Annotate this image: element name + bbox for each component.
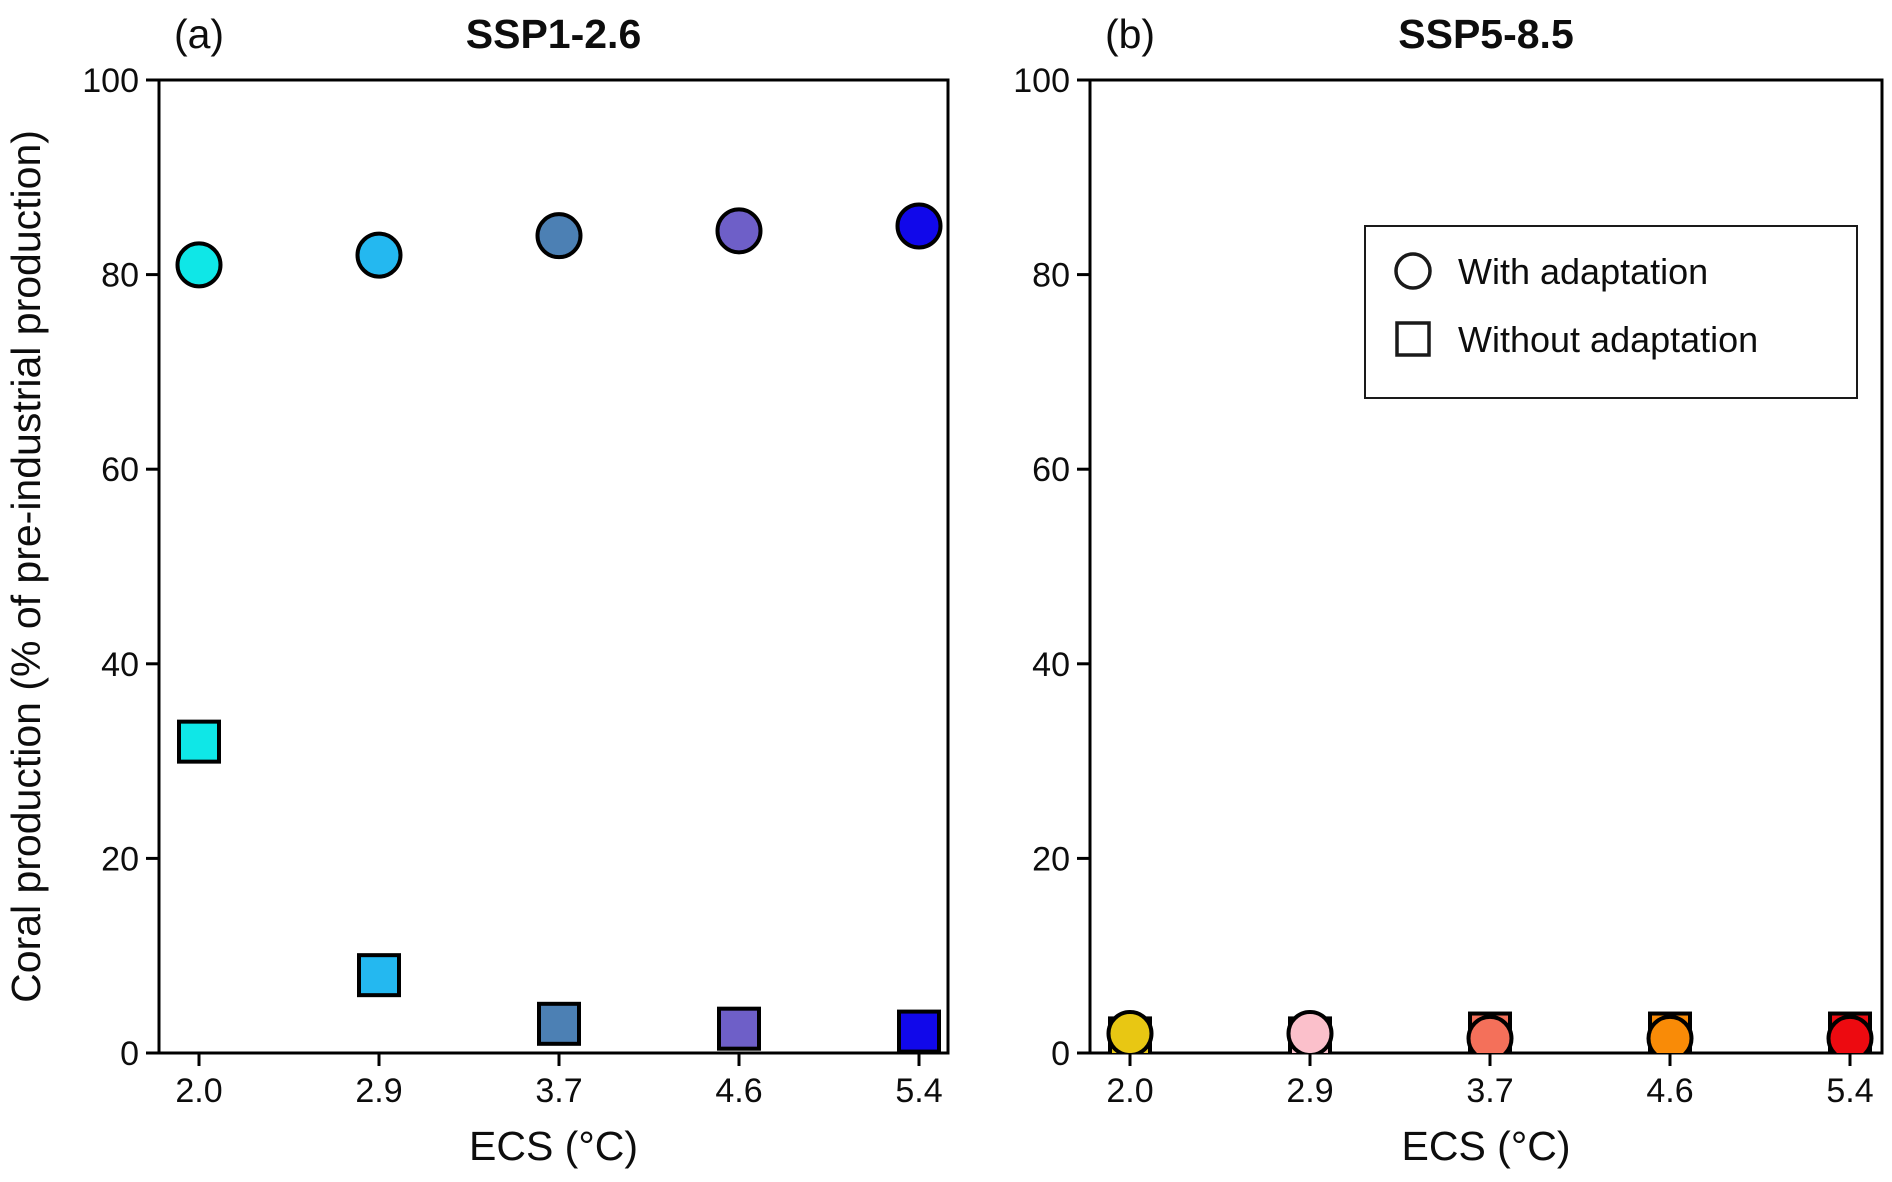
- panel-b-title: SSP5-8.5: [1398, 11, 1574, 57]
- panel-b-data-points: [1106, 1010, 1874, 1053]
- panel-a-x-tick-label: 2.9: [355, 1072, 402, 1110]
- panel-a-x-tick-label: 4.6: [715, 1072, 762, 1110]
- panel-a-y-tick-label: 100: [82, 62, 139, 100]
- panel-b-y-tick-label: 100: [1013, 62, 1070, 100]
- circle-marker-with-adaptation: [1286, 1010, 1334, 1053]
- panel-a-x-tick-label: 5.4: [895, 1072, 942, 1110]
- panel-b-x-tick-label: 2.0: [1106, 1072, 1153, 1110]
- square-marker-without-adaptation: [537, 1001, 581, 1046]
- panel-b-y-tick-label: 80: [1032, 257, 1070, 295]
- legend-square-icon: [1395, 321, 1431, 357]
- panel-a-y-tick-label: 80: [101, 257, 139, 295]
- panel-a-title: SSP1-2.6: [466, 11, 642, 57]
- panel-b-y-tick-label: 0: [1051, 1035, 1070, 1073]
- circle-marker-with-adaptation: [1466, 1014, 1514, 1053]
- legend-circle-icon: [1394, 252, 1432, 290]
- panel-b-x-tick-label: 2.9: [1286, 1072, 1333, 1110]
- circle-marker-with-adaptation: [715, 207, 763, 255]
- panel-b-letter: (b): [1105, 11, 1155, 57]
- panel-b-x-tick-label: 3.7: [1466, 1072, 1513, 1110]
- square-marker-without-adaptation: [897, 1009, 941, 1053]
- circle-marker-with-adaptation: [1826, 1014, 1874, 1053]
- panel-b-x-tick-label: 4.6: [1646, 1072, 1693, 1110]
- circle-marker-with-adaptation: [895, 202, 943, 250]
- circle-marker-with-adaptation: [175, 241, 223, 289]
- legend-box: [1364, 225, 1858, 399]
- circle-marker-with-adaptation: [1646, 1014, 1694, 1053]
- panel-a-axes-frame: [157, 78, 950, 1055]
- panel-b-y-tick-label: 60: [1032, 451, 1070, 489]
- panel-b-x-axis-label: ECS (°C): [1401, 1123, 1570, 1169]
- panel-a-y-tick-label: 40: [101, 646, 139, 684]
- panel-a-y-tick-label: 60: [101, 451, 139, 489]
- panel-a-y-tick-label: 20: [101, 840, 139, 878]
- circle-marker-with-adaptation: [355, 231, 403, 279]
- legend-label-with-adaptation: With adaptation: [1458, 251, 1708, 292]
- panel-a-x-tick-label: 3.7: [535, 1072, 582, 1110]
- y-axis-label: Coral production (% of pre-industrial pr…: [3, 130, 49, 1003]
- panel-a-x-tick-label: 2.0: [175, 1072, 222, 1110]
- panel-b-x-tick-label: 5.4: [1826, 1072, 1873, 1110]
- square-marker-without-adaptation: [357, 953, 401, 998]
- legend-label-without-adaptation: Without adaptation: [1458, 319, 1758, 360]
- panel-b-y-tick-label: 40: [1032, 646, 1070, 684]
- panel-b-y-tick-label: 20: [1032, 840, 1070, 878]
- circle-marker-with-adaptation: [535, 212, 583, 260]
- square-marker-without-adaptation: [717, 1006, 761, 1051]
- panel-a-x-axis-label: ECS (°C): [469, 1123, 638, 1169]
- panel-a-y-tick-label: 0: [120, 1035, 139, 1073]
- legend: With adaptation Without adaptation: [1364, 225, 1858, 399]
- panel-a-data-points: [175, 202, 943, 1053]
- panel-a-letter: (a): [174, 11, 224, 57]
- square-marker-without-adaptation: [177, 719, 221, 764]
- circle-marker-with-adaptation: [1106, 1010, 1154, 1053]
